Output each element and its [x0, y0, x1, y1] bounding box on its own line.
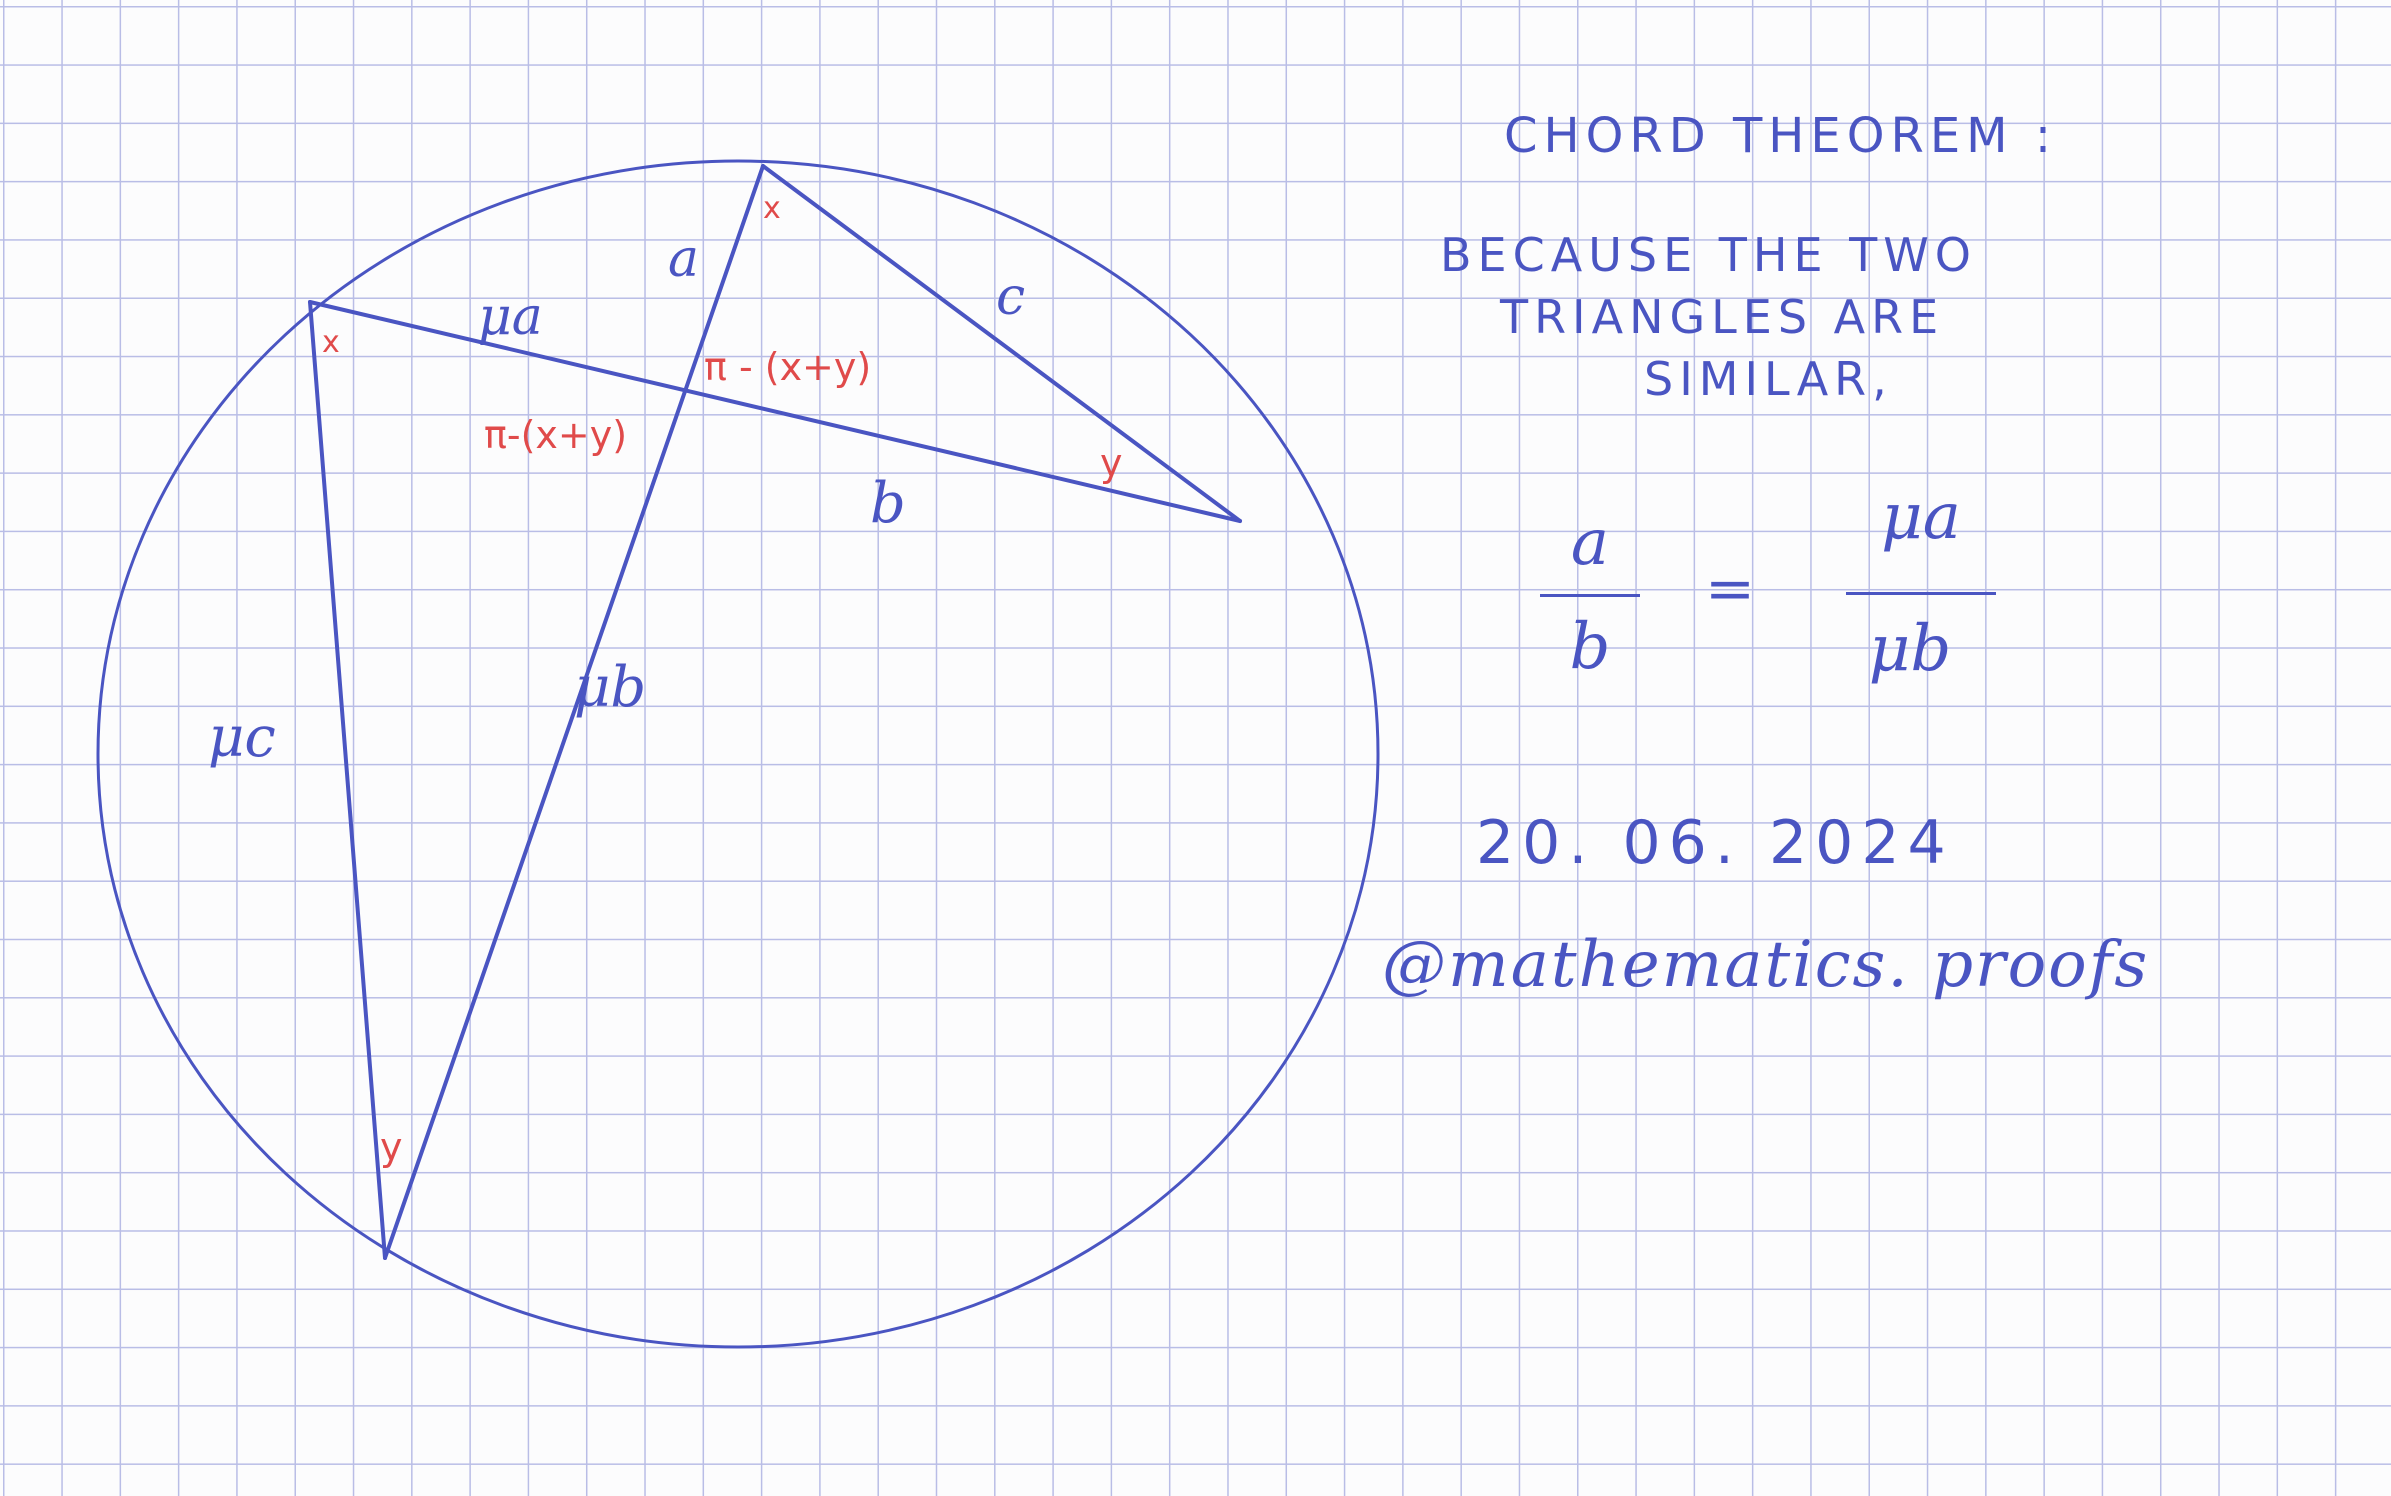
chord-mua-b [308, 300, 1242, 523]
label-c: c [996, 267, 1025, 327]
angle-x-top: x [763, 191, 781, 226]
eq-equals: = [1704, 554, 1756, 624]
eq-right-numerator: μa [1881, 480, 1961, 554]
eq-left-denominator: b [1569, 610, 1611, 684]
eq-right-denominator: μb [1868, 612, 1952, 686]
eq-right-fraction-bar [1846, 592, 1996, 595]
note-line-2: TRIANGLES ARE [1500, 290, 1945, 344]
label-mu-a: μa [478, 287, 543, 347]
note-line-1: BECAUSE THE TWO [1440, 228, 1977, 282]
label-a: a [668, 229, 699, 289]
note-handle: @mathematics. proofs [1382, 928, 2150, 1002]
label-mu-b: μb [574, 655, 646, 720]
note-line-3: SIMILAR, [1644, 352, 1893, 406]
segment-muc [308, 300, 387, 1260]
angle-y-bottom: y [380, 1125, 403, 1169]
note-title: CHORD THEOREM : [1504, 108, 2058, 164]
label-b: b [870, 471, 906, 536]
eq-left-fraction-bar [1540, 594, 1640, 597]
segment-c [761, 164, 1242, 523]
circle [96, 159, 1380, 1349]
angle-x-left: x [322, 325, 340, 360]
chord-a-mub [383, 164, 765, 1260]
label-mu-c: μc [208, 705, 276, 770]
eq-left-numerator: a [1570, 506, 1610, 580]
angle-lower: π-(x+y) [484, 413, 627, 457]
angle-upper: π - (x+y) [704, 345, 871, 389]
note-date: 20. 06. 2024 [1476, 808, 1954, 878]
angle-y-right: y [1100, 441, 1123, 485]
